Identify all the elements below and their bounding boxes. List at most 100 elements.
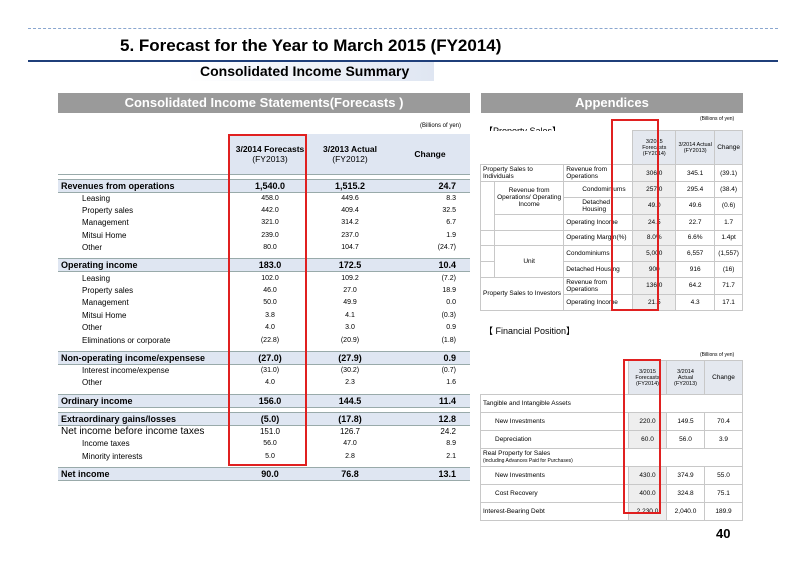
row-label: New Investments	[480, 412, 629, 431]
row-label: Other	[82, 243, 103, 253]
cell: 156.0	[230, 393, 310, 408]
cell: (27.0)	[230, 350, 310, 365]
cell: 1.6	[446, 379, 456, 387]
cell: 109.2	[341, 274, 359, 282]
row-label: Revenues from operations	[58, 178, 230, 193]
col-change: Change	[390, 134, 470, 175]
cell: 8.0%	[632, 229, 677, 247]
table-row: Extraordinary gains/losses (5.0) (17.8) 12.…	[58, 411, 470, 426]
financial-position-highlight-box	[623, 359, 661, 514]
row-label: Interest income/expense	[82, 366, 170, 376]
row-label: Tangible and Intangible Assets	[480, 394, 743, 413]
col-forecast: 3/2014 Forecasts (FY2013)	[230, 134, 310, 175]
cell: (30.2)	[340, 367, 360, 375]
row-label: Net income before income taxes	[61, 426, 205, 438]
cell: (39.1)	[714, 164, 743, 182]
table-row: Other 80.0 104.7 (24.7)	[58, 242, 470, 254]
cell: 6.7	[446, 219, 456, 227]
table-row: Mitsui Home 3.8 4.1 (0.3)	[58, 309, 470, 321]
cell: 409.4	[341, 207, 359, 215]
cell: 32.5	[442, 207, 456, 215]
property-sales-unit: (Billions of yen)	[700, 116, 735, 122]
cell: 144.5	[310, 393, 390, 408]
cell: 49.6	[675, 196, 716, 215]
cell: 3.9	[704, 430, 743, 449]
row-label: Depreciation	[480, 430, 629, 449]
cell: 6,557	[675, 245, 716, 263]
cell: 80.0	[263, 244, 277, 252]
left-unit-label: (Billions of yen)	[420, 123, 462, 129]
cell: 8.3	[446, 194, 456, 202]
row-label: Revenue from Operations	[563, 164, 634, 182]
cell: 55.0	[704, 466, 743, 485]
cell: 2,040.0	[666, 502, 705, 521]
cell: 1.9	[446, 231, 456, 239]
table-row: Depreciation 60.0 56.0 3.9	[480, 430, 743, 449]
cell: 4.3	[675, 293, 716, 311]
table-row: Ordinary income 156.0 144.5 11.4	[58, 393, 470, 408]
table-row: Management 50.0 49.9 0.0	[58, 297, 470, 309]
table-row: Minority interests 5.0 2.8 2.1	[58, 450, 470, 462]
row-label: Other	[82, 323, 103, 333]
table-row: Unit Condominiums 5,000 6,557 (1,557)	[480, 245, 743, 278]
col-change: Change	[714, 130, 743, 165]
table-row: Property sales 442.0 409.4 32.5	[58, 204, 470, 216]
table-row: Tangible and Intangible Assets	[480, 394, 743, 413]
row-label: Minority interests	[82, 451, 143, 461]
row-label: Real Property for Sales	[483, 450, 551, 457]
cell: 24.2	[440, 427, 456, 437]
property-sales-highlight-box	[611, 119, 659, 311]
cell: (7.2)	[441, 274, 456, 282]
cell: 76.8	[310, 466, 390, 481]
cell: (0.7)	[441, 367, 456, 375]
row-label: Ordinary income	[58, 393, 230, 408]
cell: 220.0	[628, 412, 667, 431]
cell: 0.9	[446, 324, 456, 332]
row-label: Leasing	[82, 193, 111, 203]
row-label: Leasing	[82, 273, 111, 283]
cell: 8.9	[446, 440, 456, 448]
cell: 257.0	[632, 181, 677, 198]
cell: (22.8)	[260, 336, 280, 344]
row-label: Eliminations or corporate	[82, 335, 171, 345]
col-change: Change	[704, 360, 743, 395]
cell: 1.4pt	[714, 229, 743, 247]
cell: 324.8	[666, 484, 705, 503]
cell: 1.7	[714, 213, 743, 231]
cell: 102.0	[261, 274, 279, 282]
cell: 12.8	[390, 411, 470, 426]
cell: 104.7	[341, 244, 359, 252]
forecast-highlight-box	[228, 134, 307, 466]
cell: 3.8	[265, 311, 275, 319]
table-row: Eliminations or corporate (22.8) (20.9) (1.…	[58, 334, 470, 346]
cell: 151.0	[259, 427, 281, 437]
cell: 126.7	[339, 427, 361, 437]
table-row: Other 4.0 3.0 0.9	[58, 322, 470, 334]
cell: 442.0	[261, 207, 279, 215]
cell: (38.4)	[714, 181, 743, 198]
table-row: Revenue from Operations/ Operating Incom…	[480, 181, 743, 215]
page-subtitle: Consolidated Income Summary	[200, 63, 410, 79]
table-row: Property sales 46.0 27.0 18.9	[58, 284, 470, 296]
cell: 47.0	[343, 440, 357, 448]
cell: 458.0	[261, 194, 279, 202]
cell: 4.0	[265, 324, 275, 332]
table-row: Real Property for Sales (including Advanc…	[480, 448, 743, 467]
cell: 239.0	[261, 231, 279, 239]
cell: 71.7	[714, 276, 743, 295]
cell: 64.2	[675, 276, 716, 295]
income-statement-table: 3/2014 Forecasts (FY2013) 3/2013 Actual (FY…	[58, 134, 470, 481]
cell: (0.6)	[714, 196, 743, 215]
row-label: Interest-Bearing Debt	[480, 502, 629, 521]
cell: 321.0	[261, 219, 279, 227]
cell: 13.1	[390, 466, 470, 481]
cell: 50.0	[263, 299, 277, 307]
row-label: Property sales	[82, 206, 134, 216]
table-row: Detached Housing 49.0 49.6 (0.6)	[481, 196, 743, 215]
row-label: Net income	[58, 466, 230, 481]
row-label: Revenue from Operations	[563, 276, 634, 295]
page-number: 40	[716, 526, 731, 541]
cell: 0.0	[446, 299, 456, 307]
property-sales-table: 3/2015 Forecasts (FY2014) 3/2014 Actual …	[479, 130, 743, 311]
table-row: Mitsui Home 239.0 237.0 1.9	[58, 229, 470, 241]
